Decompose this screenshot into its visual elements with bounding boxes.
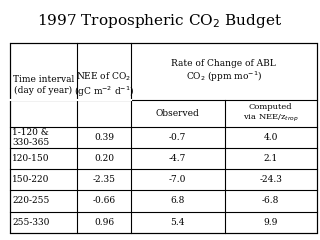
Text: Computed
via NEE/z$_{trop}$: Computed via NEE/z$_{trop}$ (243, 103, 299, 124)
Text: -0.66: -0.66 (92, 197, 116, 205)
Bar (10, 43, 317, 233)
Text: -24.3: -24.3 (259, 175, 282, 184)
Text: 0.39: 0.39 (94, 133, 114, 142)
Text: 0.96: 0.96 (94, 218, 114, 227)
Text: Rate of Change of ABL
CO$_2$ (ppm mo$^{-1}$): Rate of Change of ABL CO$_2$ (ppm mo$^{-… (172, 59, 276, 84)
Text: 150-220: 150-220 (12, 175, 50, 184)
Text: -0.7: -0.7 (169, 133, 187, 142)
Text: NEE of CO$_2$
(gC m$^{-2}$ d$^{-1}$): NEE of CO$_2$ (gC m$^{-2}$ d$^{-1}$) (74, 70, 134, 99)
Text: 120-150: 120-150 (12, 154, 50, 163)
Text: 220-255: 220-255 (12, 197, 50, 205)
Text: Time interval
(day of year): Time interval (day of year) (13, 75, 74, 95)
Text: 4.0: 4.0 (264, 133, 278, 142)
Text: -7.0: -7.0 (169, 175, 187, 184)
Text: 9.9: 9.9 (264, 218, 278, 227)
Text: 5.4: 5.4 (171, 218, 185, 227)
Text: -6.8: -6.8 (262, 197, 279, 205)
Text: 255-330: 255-330 (12, 218, 50, 227)
Text: 2.1: 2.1 (264, 154, 278, 163)
Text: 1997 Tropospheric CO$_2$ Budget: 1997 Tropospheric CO$_2$ Budget (37, 12, 283, 30)
Text: -2.35: -2.35 (92, 175, 116, 184)
Text: 6.8: 6.8 (171, 197, 185, 205)
Text: -4.7: -4.7 (169, 154, 187, 163)
Text: 1-120 &
330-365: 1-120 & 330-365 (12, 127, 49, 147)
Text: Observed: Observed (156, 109, 200, 118)
Text: 0.20: 0.20 (94, 154, 114, 163)
